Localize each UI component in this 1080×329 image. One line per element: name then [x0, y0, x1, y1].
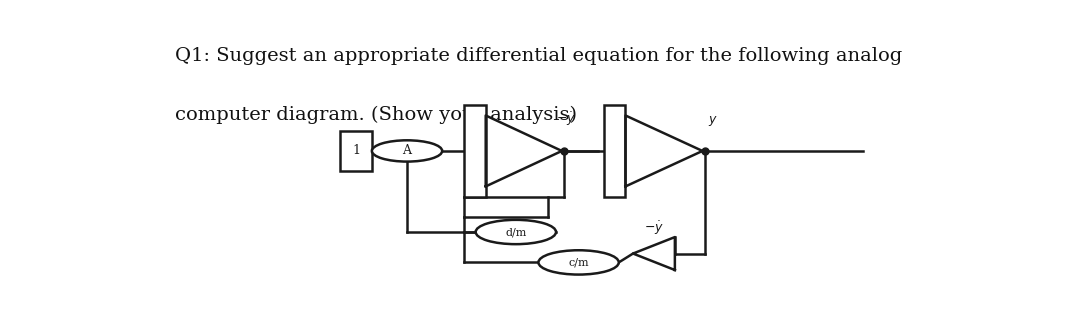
Text: $y$: $y$: [707, 114, 717, 128]
Polygon shape: [486, 115, 562, 187]
Circle shape: [475, 220, 556, 244]
Circle shape: [372, 140, 442, 162]
Text: d/m: d/m: [505, 227, 527, 237]
Polygon shape: [633, 237, 675, 270]
Text: A: A: [403, 144, 411, 158]
Circle shape: [539, 250, 619, 275]
Bar: [464, 105, 486, 196]
Text: c/m: c/m: [568, 257, 589, 267]
Text: computer diagram. (Show your analysis): computer diagram. (Show your analysis): [175, 105, 577, 124]
Bar: [604, 105, 625, 196]
Polygon shape: [625, 115, 702, 187]
Text: 1: 1: [352, 144, 360, 158]
Bar: [340, 131, 372, 171]
Text: Q1: Suggest an appropriate differential equation for the following analog: Q1: Suggest an appropriate differential …: [175, 47, 903, 65]
Text: $-\dot{y}$: $-\dot{y}$: [644, 219, 664, 237]
Text: $-\dot{y}$: $-\dot{y}$: [556, 111, 576, 128]
